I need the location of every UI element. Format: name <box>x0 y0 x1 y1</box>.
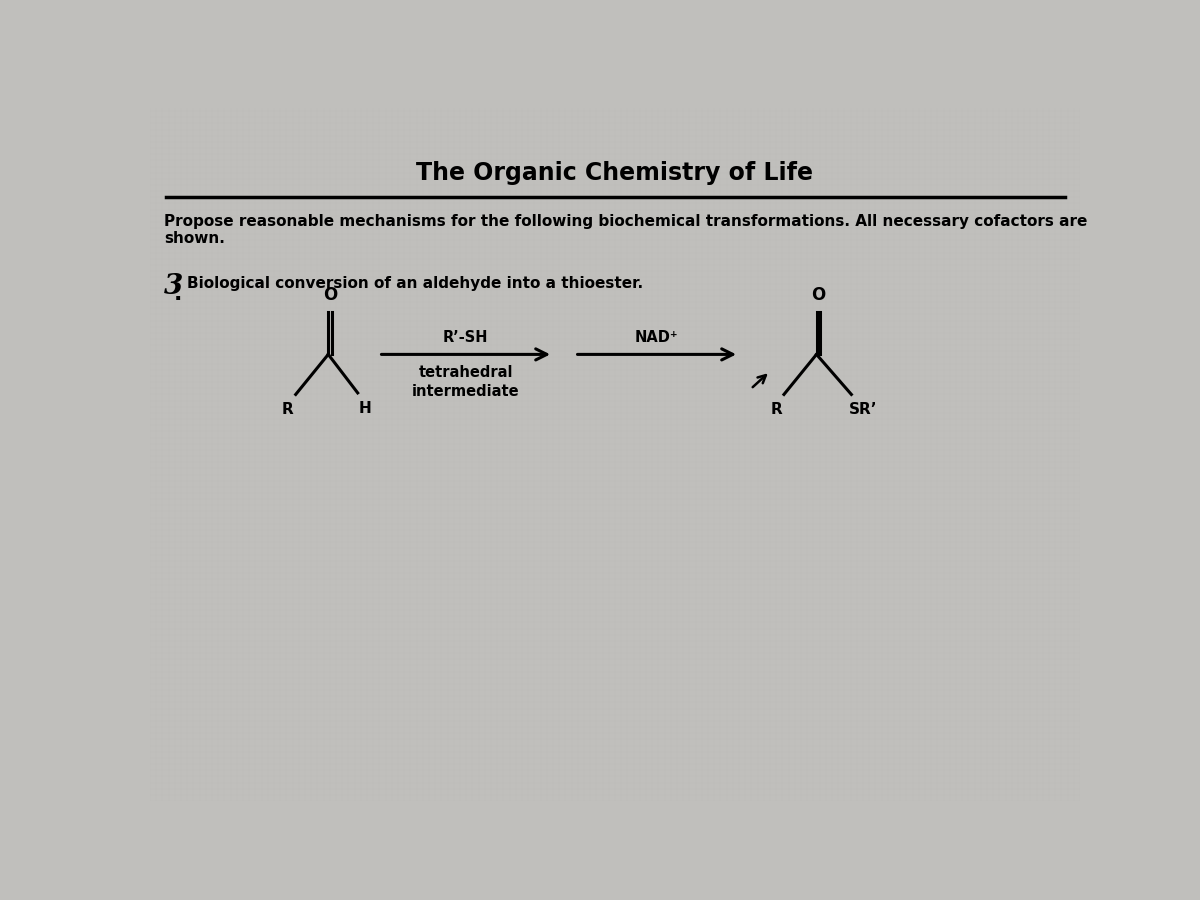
Text: tetrahedral: tetrahedral <box>419 365 514 380</box>
Text: intermediate: intermediate <box>412 383 520 399</box>
Text: R: R <box>282 402 294 417</box>
Text: Biological conversion of an aldehyde into a thioester.: Biological conversion of an aldehyde int… <box>187 276 643 291</box>
Text: The Organic Chemistry of Life: The Organic Chemistry of Life <box>416 161 814 185</box>
Text: H: H <box>359 400 372 416</box>
Text: O: O <box>323 286 337 304</box>
Text: Propose reasonable mechanisms for the following biochemical transformations. All: Propose reasonable mechanisms for the fo… <box>164 214 1087 230</box>
Text: shown.: shown. <box>164 231 224 247</box>
Text: SR’: SR’ <box>848 402 877 417</box>
Text: 3: 3 <box>164 273 184 300</box>
Text: R’-SH: R’-SH <box>443 330 488 346</box>
Text: NAD⁺: NAD⁺ <box>635 330 679 346</box>
Text: O: O <box>811 286 826 304</box>
Text: .: . <box>173 284 181 303</box>
Text: R: R <box>770 402 782 417</box>
